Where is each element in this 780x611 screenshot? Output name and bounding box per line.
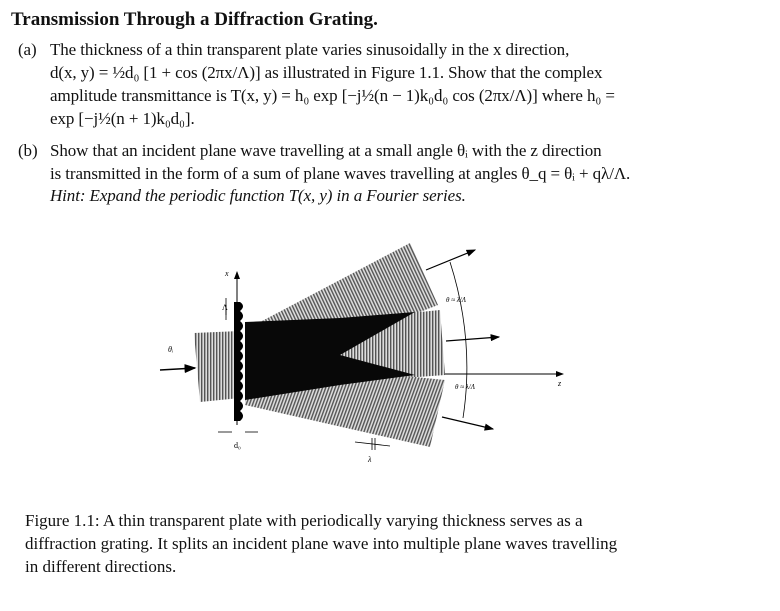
part-b-label: (b) [18,141,38,160]
angle-upper-label: θ ≈ λ/Λ [446,296,467,304]
part-a-line: d(x, y) = ½d₀ [1 + cos (2πx/Λ)] as illus… [50,63,603,82]
lower-output-arrow [441,416,495,431]
part-a-line: amplitude transmittance is T(x, y) = h₀ … [50,86,615,105]
incident-arrow [159,364,197,374]
incident-angle-label: θᵢ [168,345,173,354]
part-a-label: (a) [18,40,37,59]
z-axis-label: z [557,379,562,388]
grating-plate [234,302,243,421]
caption-line: Figure 1.1: A thin transparent plate wit… [25,511,583,530]
thickness-label: d₀ [234,441,241,450]
upper-output-arrow [425,249,477,271]
period-label: Λ [222,303,228,312]
caption-line: diffraction grating. It splits an incide… [25,534,618,553]
middle-output-arrow [445,334,501,342]
section-title: Transmission Through a Diffraction Grati… [11,9,378,30]
part-a-line: The thickness of a thin transparent plat… [50,40,570,59]
wavelength-label: λ [367,455,372,464]
x-axis-label: x [224,269,229,278]
incident-beam [194,331,240,402]
part-b-hint: Hint: Expand the periodic function T(x, … [50,186,466,205]
part-b-line: Show that an incident plane wave travell… [50,141,602,160]
caption-line: in different directions. [25,557,177,576]
overlap-region [245,312,415,400]
part-a-line: exp [−j½(n + 1)k₀d₀]. [50,109,195,128]
part-b-line: is transmitted in the form of a sum of p… [50,164,631,183]
angle-lower-label: θ ≈ λ/Λ [455,383,476,391]
angle-arc [449,261,468,419]
